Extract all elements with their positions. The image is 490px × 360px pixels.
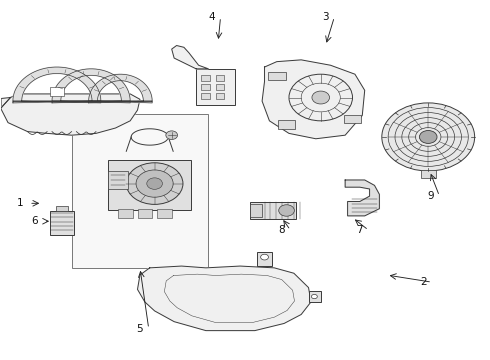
Bar bbox=[250, 202, 296, 220]
Bar bbox=[216, 84, 224, 90]
Text: 9: 9 bbox=[427, 191, 434, 201]
Circle shape bbox=[382, 103, 475, 171]
Bar bbox=[278, 120, 295, 129]
Bar bbox=[196, 69, 235, 105]
Text: 3: 3 bbox=[322, 12, 329, 22]
Polygon shape bbox=[13, 67, 101, 103]
Bar bbox=[343, 115, 361, 123]
Polygon shape bbox=[345, 180, 379, 216]
Bar bbox=[309, 291, 321, 302]
Polygon shape bbox=[172, 45, 208, 69]
Bar bbox=[157, 209, 171, 218]
Circle shape bbox=[136, 170, 173, 197]
Polygon shape bbox=[0, 98, 10, 121]
Bar bbox=[49, 211, 74, 234]
Circle shape bbox=[166, 131, 177, 139]
Text: 2: 2 bbox=[420, 277, 427, 287]
Polygon shape bbox=[138, 266, 311, 330]
Polygon shape bbox=[262, 60, 365, 139]
Bar bbox=[72, 114, 208, 268]
Circle shape bbox=[147, 178, 162, 189]
Bar bbox=[108, 160, 191, 211]
Bar bbox=[138, 209, 152, 218]
Text: 8: 8 bbox=[278, 225, 285, 235]
Bar bbox=[250, 204, 262, 217]
Text: 1: 1 bbox=[17, 198, 24, 208]
Bar bbox=[268, 72, 286, 80]
Bar bbox=[421, 170, 436, 178]
Circle shape bbox=[312, 294, 318, 299]
Text: 7: 7 bbox=[357, 225, 363, 235]
Bar bbox=[257, 252, 272, 266]
Bar bbox=[201, 75, 210, 81]
Polygon shape bbox=[52, 69, 130, 103]
Circle shape bbox=[126, 163, 183, 204]
Text: 4: 4 bbox=[208, 12, 215, 22]
Circle shape bbox=[279, 205, 294, 216]
Bar bbox=[216, 93, 224, 99]
Bar bbox=[201, 84, 210, 90]
Text: 6: 6 bbox=[31, 216, 38, 226]
Bar bbox=[108, 171, 128, 189]
Bar bbox=[56, 206, 68, 211]
Bar bbox=[49, 87, 64, 96]
Text: 5: 5 bbox=[137, 324, 143, 334]
Circle shape bbox=[261, 254, 269, 260]
Bar bbox=[118, 209, 133, 218]
Bar bbox=[216, 75, 224, 81]
Circle shape bbox=[419, 131, 437, 143]
Polygon shape bbox=[0, 94, 140, 135]
Circle shape bbox=[312, 91, 330, 104]
Bar bbox=[201, 93, 210, 99]
Polygon shape bbox=[89, 74, 152, 103]
